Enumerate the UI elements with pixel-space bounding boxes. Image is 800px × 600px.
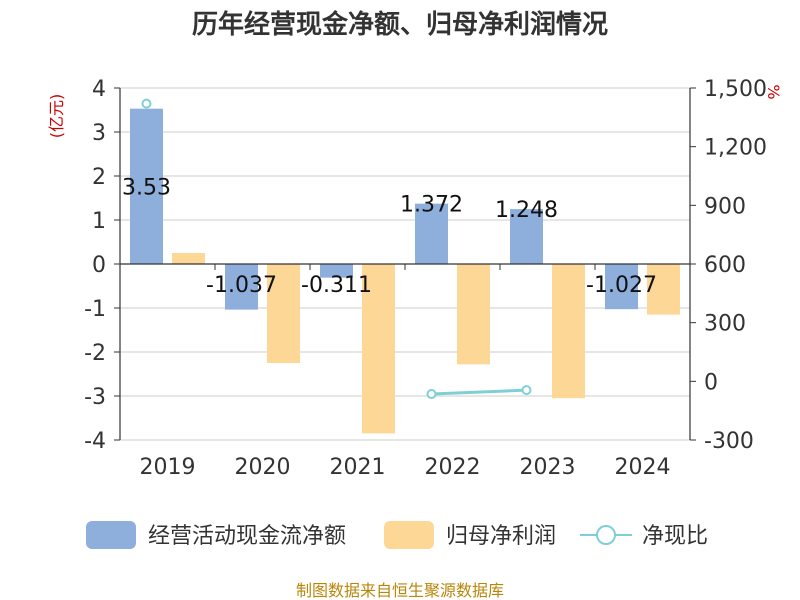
right-tick-label: 0 (704, 370, 718, 395)
right-tick-label: -300 (704, 429, 754, 454)
data-label-cash-flow: -0.311 (301, 273, 372, 298)
bar-cash-flow (605, 264, 638, 310)
right-tick-label: 1,200 (704, 136, 767, 161)
left-tick-label: -4 (84, 429, 106, 454)
point-cash-ratio (521, 385, 532, 396)
right-tick-label: 1,500 (704, 77, 767, 102)
line-series (141, 98, 532, 400)
right-tick-label: 300 (704, 312, 746, 337)
bar-net-profit (172, 253, 205, 264)
data-label-cash-flow: -1.037 (206, 273, 277, 298)
left-tick-label: 3 (92, 121, 106, 146)
line-segment-cash-ratio (431, 388, 527, 396)
point-cash-ratio (141, 98, 152, 109)
left-tick-label: 2 (92, 165, 106, 190)
bar-cash-flow (320, 264, 353, 278)
axes: 4 3 2 1 0 -1 -2 -3 -4 1,500 1,200 900 600 300 0 -300 201… (84, 77, 767, 480)
right-tick-label: 900 (704, 194, 746, 219)
legend-swatch-marker (596, 525, 616, 545)
chart-title: 历年经营现金净额、归母净利润情况 (192, 9, 608, 40)
left-tick-label: 1 (92, 209, 106, 234)
data-labels: 3.53 -1.037 -0.311 1.372 1.248 -1.027 (122, 175, 657, 298)
bar-cash-flow (415, 203, 448, 264)
left-tick-label: 0 (92, 253, 106, 278)
bar-cash-flow (130, 108, 163, 265)
bar-cash-flow (225, 264, 258, 310)
source-note: 制图数据来自恒生聚源数据库 (296, 581, 504, 600)
x-tick-label: 2019 (140, 455, 196, 480)
bar-net-profit (552, 264, 585, 399)
right-tick-label: 600 (704, 253, 746, 278)
bar-net-profit (362, 264, 395, 434)
legend-label: 净现比 (642, 524, 708, 549)
left-tick-label: -3 (84, 385, 106, 410)
left-tick-label: -1 (84, 297, 106, 322)
bar-cash-flow (510, 209, 543, 264)
legend-label: 经营活动现金流净额 (148, 524, 346, 549)
x-tick-label: 2020 (235, 455, 291, 480)
x-tick-label: 2022 (425, 455, 481, 480)
x-tick-label: 2021 (330, 455, 386, 480)
legend-swatch-cash-flow (86, 521, 136, 549)
legend-label: 归母净利润 (446, 524, 556, 549)
x-tick-label: 2024 (615, 455, 671, 480)
data-label-cash-flow: 3.53 (122, 175, 171, 200)
legend-swatch-net-profit (384, 521, 434, 549)
left-tick-label: -2 (84, 341, 106, 366)
left-tick-label: 4 (92, 77, 106, 102)
right-axis-unit: % (764, 84, 783, 99)
data-label-cash-flow: 1.248 (495, 198, 558, 223)
x-tick-label: 2023 (520, 455, 576, 480)
bar-net-profit (457, 264, 490, 365)
bar-net-profit (647, 264, 680, 315)
point-cash-ratio (426, 389, 437, 400)
bar-net-profit (267, 264, 300, 363)
bars (130, 108, 680, 434)
data-label-cash-flow: 1.372 (400, 193, 463, 218)
legend[interactable]: 经营活动现金流净额 归母净利润 净现比 (86, 521, 708, 549)
left-axis-unit: (亿元) (47, 94, 66, 139)
data-label-cash-flow: -1.027 (586, 273, 657, 298)
